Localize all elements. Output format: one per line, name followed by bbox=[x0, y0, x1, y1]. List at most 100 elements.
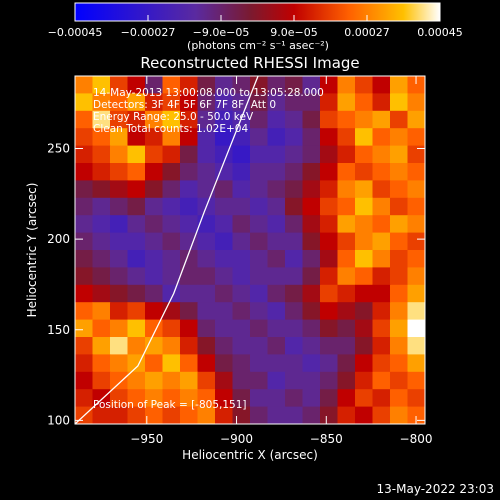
heatmap-cell bbox=[180, 302, 199, 321]
heatmap-cell bbox=[267, 215, 286, 234]
heatmap-cell bbox=[355, 128, 374, 147]
heatmap-cell bbox=[250, 406, 269, 424]
heatmap-cell bbox=[127, 284, 146, 303]
heatmap-cell bbox=[390, 284, 409, 303]
heatmap-cell bbox=[372, 163, 391, 181]
heatmap-cell bbox=[337, 389, 356, 408]
heatmap-cell bbox=[215, 319, 234, 338]
heatmap-cell bbox=[390, 110, 409, 129]
heatmap-cell bbox=[355, 76, 374, 94]
heatmap-cell bbox=[92, 284, 111, 303]
heatmap-cell bbox=[372, 215, 391, 234]
heatmap-cell bbox=[355, 163, 374, 181]
heatmap-cell bbox=[390, 389, 409, 408]
heatmap-cell bbox=[162, 145, 181, 164]
heatmap-cell bbox=[390, 76, 409, 94]
colorbar-tick-label: −0.00027 bbox=[121, 26, 176, 39]
heatmap-cell bbox=[302, 250, 321, 268]
colorbar-tick-label: −9.0e−05 bbox=[193, 26, 250, 39]
heatmap-cell bbox=[197, 76, 216, 94]
heatmap-cell bbox=[285, 267, 304, 286]
heatmap-cell bbox=[145, 302, 164, 321]
heatmap-cell bbox=[337, 284, 356, 303]
y-tick-label: 100 bbox=[47, 413, 70, 427]
y-axis-label: Heliocentric Y (arcsec) bbox=[25, 183, 39, 318]
heatmap-cell bbox=[110, 76, 129, 94]
heatmap-cell bbox=[407, 389, 425, 408]
heatmap-cell bbox=[215, 93, 234, 112]
heatmap-cell bbox=[355, 284, 374, 303]
heatmap-cell bbox=[197, 284, 216, 303]
heatmap-cell bbox=[215, 337, 234, 355]
heatmap-cell bbox=[267, 302, 286, 321]
heatmap-cell bbox=[285, 128, 304, 147]
heatmap-cell bbox=[215, 215, 234, 234]
heatmap-cell bbox=[127, 267, 146, 286]
heatmap-cell bbox=[92, 232, 111, 251]
heatmap-cell bbox=[267, 267, 286, 286]
heatmap-cell bbox=[92, 337, 111, 355]
heatmap-cell bbox=[250, 76, 269, 94]
heatmap-cell bbox=[75, 371, 94, 390]
heatmap-cell bbox=[197, 128, 216, 147]
heatmap-cell bbox=[337, 163, 356, 181]
annotation-block: 14-May-2013 13:00:08.000 to 13:05:28.000… bbox=[93, 87, 324, 135]
heatmap-cell bbox=[337, 197, 356, 216]
heatmap-cell bbox=[180, 145, 199, 164]
heatmap-cell bbox=[110, 267, 129, 286]
heatmap-cell bbox=[390, 163, 409, 181]
heatmap-cell bbox=[162, 93, 181, 112]
heatmap-cell bbox=[232, 284, 251, 303]
heatmap-cell bbox=[285, 389, 304, 408]
heatmap-cell bbox=[232, 110, 251, 129]
heatmap-cell bbox=[92, 110, 111, 129]
heatmap-cell bbox=[232, 319, 251, 338]
heatmap-cell bbox=[337, 76, 356, 94]
heatmap-cell bbox=[390, 197, 409, 216]
heatmap-cell bbox=[355, 406, 374, 424]
heatmap-cell bbox=[92, 128, 111, 147]
heatmap-cell bbox=[390, 232, 409, 251]
heatmap-cell bbox=[407, 267, 425, 286]
heatmap-cell bbox=[302, 284, 321, 303]
heatmap-cell bbox=[250, 110, 269, 129]
heatmap-cell bbox=[145, 197, 164, 216]
heatmap-cell bbox=[110, 145, 129, 164]
heatmap-cell bbox=[127, 406, 146, 424]
heatmap-cell bbox=[355, 302, 374, 321]
heatmap-cell bbox=[215, 389, 234, 408]
heatmap-cell bbox=[407, 93, 425, 112]
heatmap-cell bbox=[232, 337, 251, 355]
footer-timestamp: 13-May-2022 23:03 bbox=[377, 482, 494, 496]
heatmap-cell bbox=[75, 232, 94, 251]
heatmap-cell bbox=[110, 284, 129, 303]
heatmap-cell bbox=[127, 197, 146, 216]
x-tick-label: −850 bbox=[310, 432, 343, 446]
heatmap-cell bbox=[162, 406, 181, 424]
heatmap-cell bbox=[92, 93, 111, 112]
heatmap-cell bbox=[215, 163, 234, 181]
heatmap-cell bbox=[407, 76, 425, 94]
colorbar-unit-label: (photons cm⁻² s⁻¹ asec⁻²) bbox=[187, 39, 329, 52]
heatmap-cell bbox=[250, 302, 269, 321]
heatmap-cell bbox=[75, 284, 94, 303]
colorbar-tick-label: 0.00027 bbox=[344, 26, 390, 39]
heatmap-cell bbox=[145, 163, 164, 181]
heatmap-cell bbox=[127, 337, 146, 355]
heatmap-cell bbox=[197, 337, 216, 355]
heatmap-cell bbox=[215, 197, 234, 216]
heatmap-cell bbox=[145, 110, 164, 129]
heatmap-cell bbox=[320, 267, 339, 286]
heatmap-cell bbox=[127, 110, 146, 129]
heatmap-cell bbox=[267, 76, 286, 94]
heatmap-cell bbox=[355, 371, 374, 390]
heatmap-cell bbox=[285, 197, 304, 216]
colorbar-tick-label: 0.00045 bbox=[417, 26, 463, 39]
heatmap-cell bbox=[302, 232, 321, 251]
axis-ticks: −950 −900 −850 −800 100 150 200 250 bbox=[47, 76, 433, 446]
heatmap-cells bbox=[75, 76, 425, 424]
heatmap-cell bbox=[267, 93, 286, 112]
heatmap-cell bbox=[232, 180, 251, 199]
heatmap-cell bbox=[355, 354, 374, 373]
heatmap-cell bbox=[372, 128, 391, 147]
